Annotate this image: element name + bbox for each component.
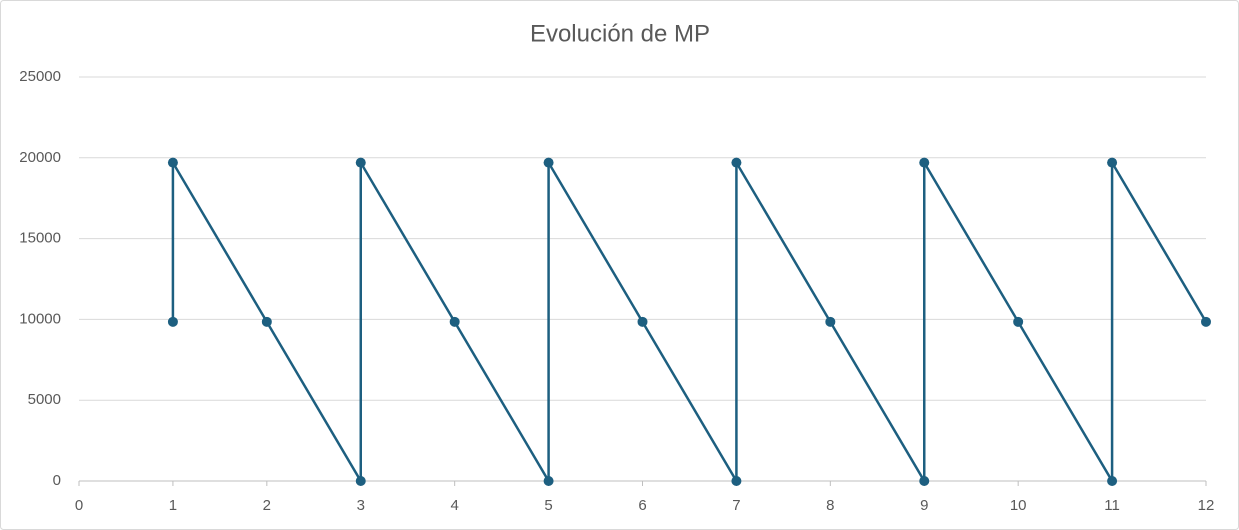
x-tick-label: 11 [1104,497,1120,514]
data-point [1107,476,1118,486]
data-point [1201,316,1211,327]
x-tick-label: 8 [826,497,834,514]
x-tick-label: 12 [1198,497,1215,514]
series-line [171,158,1208,486]
data-point [1107,157,1118,168]
y-tick-label: 10000 [19,310,61,327]
data-point [825,316,836,327]
data-point [731,157,742,168]
x-tick-label: 1 [169,497,177,514]
chart-title: Evolución de MP [530,20,710,47]
data-point [449,316,460,327]
x-tick-label: 3 [357,497,365,514]
y-tick-label: 0 [53,472,61,489]
x-tick-label: 2 [263,497,271,514]
data-point [637,316,648,327]
y-tick-label: 15000 [19,230,61,247]
x-tick-label: 7 [732,497,740,514]
data-point [543,157,554,168]
y-tick-label: 5000 [28,391,61,408]
data-point [355,476,366,486]
x-tick-label: 4 [450,497,458,514]
data-point [167,157,178,168]
x-tick-label: 9 [920,497,928,514]
data-point [1013,316,1024,327]
data-point [919,157,930,168]
x-tick-label: 0 [75,497,83,514]
x-tick-label: 10 [1010,497,1027,514]
data-point [261,316,272,327]
data-point [919,476,930,486]
x-tick-label: 6 [638,497,646,514]
data-point [731,476,742,486]
y-tick-label: 25000 [19,68,61,85]
x-tick-label: 5 [544,497,552,514]
data-point [355,157,366,168]
data-point [543,476,554,486]
data-point [167,316,178,327]
y-tick-label: 20000 [19,149,61,166]
